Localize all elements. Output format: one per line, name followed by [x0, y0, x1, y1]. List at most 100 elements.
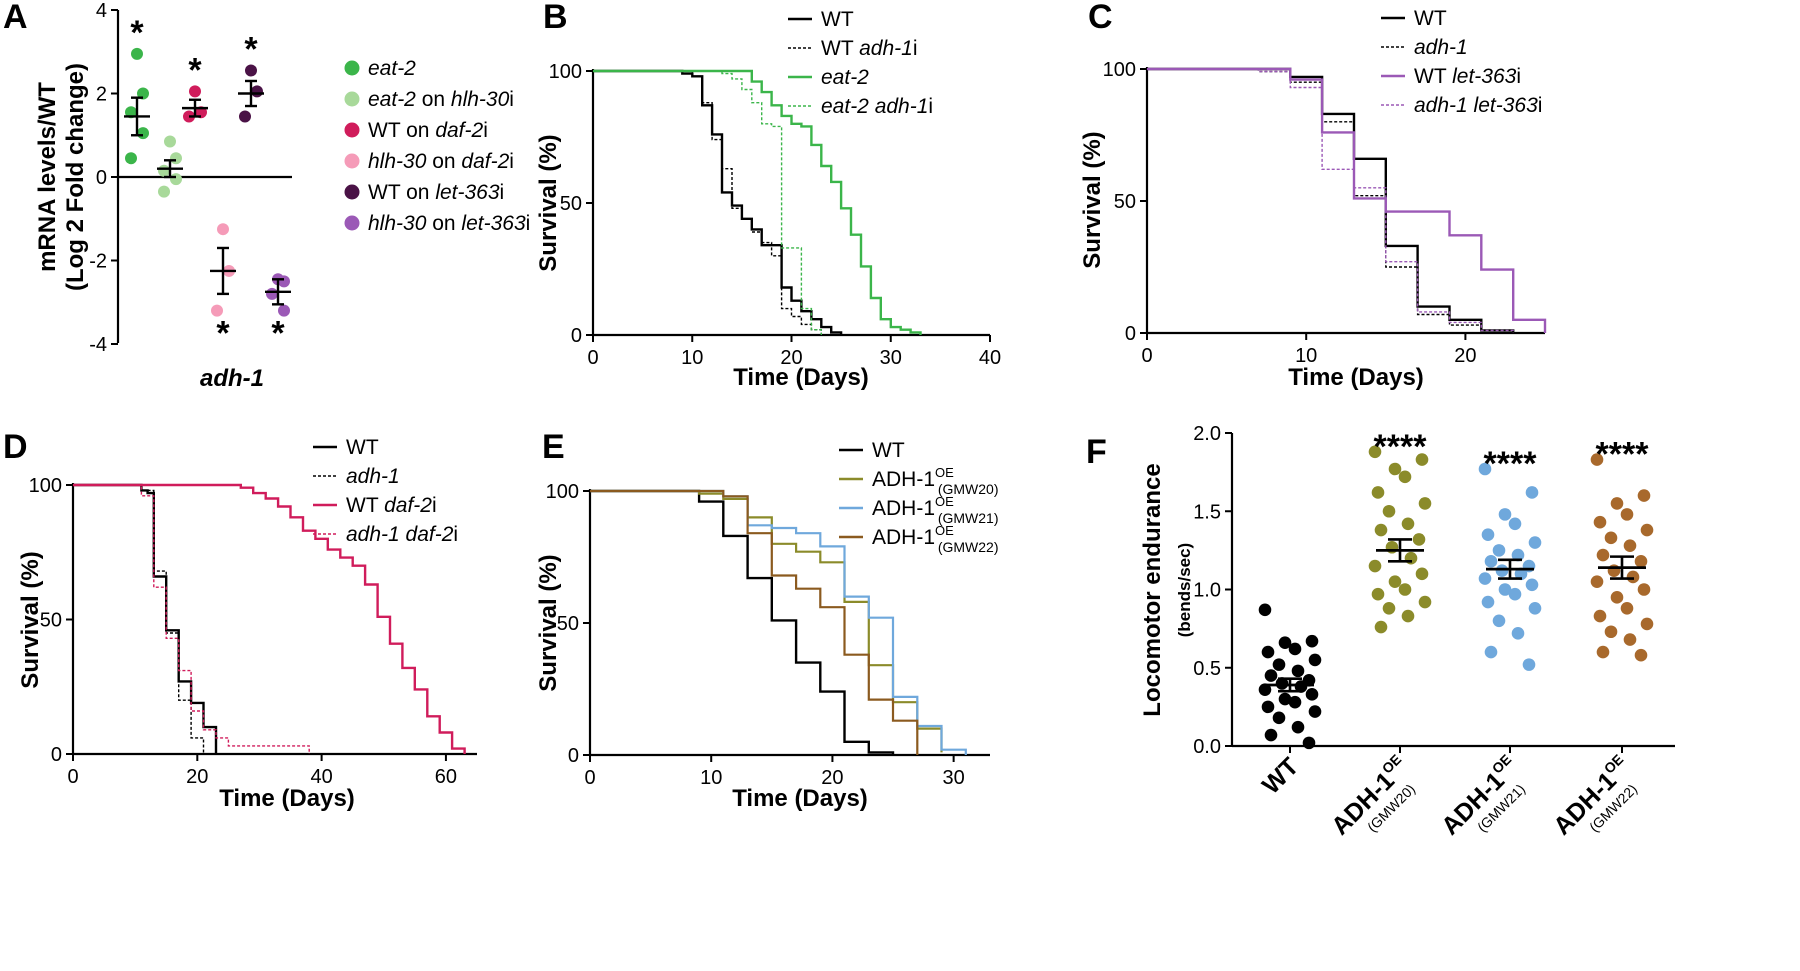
data-point — [1508, 587, 1522, 601]
data-point — [1478, 462, 1492, 476]
data-point — [1495, 564, 1509, 578]
data-point — [158, 164, 170, 177]
legend-connector: on — [416, 88, 451, 111]
legend-entry: eat-2 on hlh-30i — [368, 88, 514, 111]
legend-entry: eat-2 adh-1i — [821, 95, 933, 118]
data-point — [1508, 517, 1522, 531]
legend-entry: WT let-363i — [1414, 65, 1521, 88]
data-point — [1418, 595, 1432, 609]
y-axis-label: Survival (%) — [17, 551, 44, 688]
legend-superscript: OE — [935, 523, 954, 538]
y-tick-label: 0 — [51, 744, 62, 766]
significance-stars: **** — [1596, 436, 1650, 474]
legend-name: WT — [872, 439, 905, 462]
data-point — [1640, 523, 1654, 537]
panel-d: D 0 50 100 0 20 40 60 Time (Days) Survival (%) WT a… — [3, 428, 477, 812]
y-axis-label: Survival (%) — [1079, 131, 1106, 268]
legend-name-italic: let-363 — [1452, 65, 1517, 88]
panel-a: A -4 -2 0 2 4 mRNA levels/WT(Log 2 Fold change… — [3, 0, 530, 392]
data-point — [1492, 544, 1506, 557]
data-point — [1275, 677, 1289, 690]
y-tick-label: 0 — [1125, 323, 1136, 345]
x-tick-label: 10 — [700, 767, 722, 789]
survival-curve-4 — [590, 489, 919, 755]
data-point — [1272, 711, 1286, 725]
data-point — [1610, 497, 1624, 510]
significance-star: * — [216, 315, 230, 353]
data-point — [217, 223, 229, 236]
legend-entry: adh-1 let-363i — [1414, 94, 1542, 117]
data-point — [1623, 633, 1637, 646]
x-tick-label: 10 — [681, 347, 703, 369]
legend-name: ADH-1 — [872, 468, 935, 491]
data-point — [1604, 625, 1618, 639]
data-point — [1637, 583, 1651, 596]
y-tick-label: 1.0 — [1193, 580, 1221, 602]
legend-superscript: OE — [935, 465, 954, 480]
data-point — [1637, 489, 1651, 502]
significance-star: * — [271, 315, 285, 353]
x-tick-label: 20 — [186, 766, 208, 788]
legend-name-italic: eat-2 — [368, 57, 416, 80]
y-axis-label: Survival (%) — [535, 554, 562, 691]
legend-name-italic: adh-1 — [346, 465, 400, 488]
y-tick-label: 0.5 — [1193, 658, 1221, 680]
legend-entry: adh-1 — [1414, 36, 1468, 59]
y-axis-label-line2: (Log 2 Fold change) — [62, 63, 89, 291]
y-tick-label: 0 — [571, 325, 582, 347]
panel-letter: B — [543, 0, 568, 36]
data-point — [1590, 575, 1604, 588]
data-point — [266, 287, 278, 300]
x-tick-label: 20 — [1454, 345, 1476, 367]
legend-name: ADH-1 — [872, 497, 935, 520]
legend-entry: WT adh-1i — [821, 37, 918, 60]
x-axis-label: Time (Days) — [733, 364, 869, 391]
legend-entry: eat-2 — [368, 57, 416, 80]
legend-marker — [344, 184, 360, 200]
legend-entry: WT — [1414, 7, 1447, 30]
panel-c: C 0 50 100 0 10 20 Time (Days) Survival (%) WT adh… — [1079, 0, 1547, 391]
legend-entry: ADH-1OE (GMW21) — [872, 494, 998, 526]
survival-curve-1 — [593, 69, 843, 335]
x-tick-label: 0 — [67, 766, 78, 788]
data-point — [1415, 567, 1429, 581]
legend-suffix: i — [913, 37, 918, 60]
legend-connector: on — [400, 181, 435, 204]
data-point — [1590, 453, 1604, 466]
legend-suffix: i — [1538, 94, 1543, 117]
legend-suffix: i — [509, 88, 514, 111]
x-tick-label: 40 — [979, 347, 1001, 369]
legend-connector: on — [400, 119, 435, 142]
data-point — [1278, 636, 1292, 650]
data-point — [1528, 536, 1542, 549]
legend-suffix: i — [432, 494, 437, 517]
legend-suffix: i — [526, 212, 531, 235]
x-axis-label: Time (Days) — [219, 785, 355, 812]
legend-name-italic: eat-2 — [821, 66, 869, 89]
data-point — [1308, 705, 1322, 718]
data-point — [1478, 572, 1492, 585]
data-point — [1258, 683, 1272, 696]
data-point — [170, 173, 182, 186]
legend-marker — [344, 153, 360, 169]
y-tick-label: 100 — [1103, 59, 1136, 81]
data-point — [1401, 517, 1415, 531]
legend-superscript: OE — [935, 494, 954, 509]
data-point — [1368, 559, 1382, 573]
data-point — [1288, 642, 1302, 656]
data-point — [1272, 658, 1286, 671]
data-point — [251, 85, 263, 98]
data-point — [1294, 680, 1308, 693]
data-point — [1481, 528, 1495, 542]
y-tick-label: 100 — [549, 61, 582, 83]
legend-name: WT — [821, 8, 854, 31]
data-point — [1288, 695, 1302, 709]
y-axis-label-line1: mRNA levels/WT — [34, 82, 61, 272]
y-tick-label: 0 — [568, 745, 579, 767]
legend-name: WT — [1414, 7, 1447, 30]
legend-name: WT — [346, 436, 379, 459]
data-point — [1261, 645, 1275, 659]
data-point — [1388, 575, 1402, 588]
x-tick-label: 30 — [943, 767, 965, 789]
